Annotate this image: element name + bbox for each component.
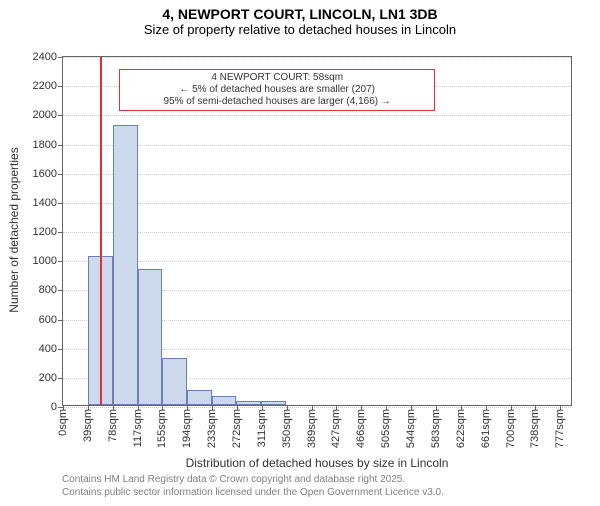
y-tick-mark bbox=[58, 349, 63, 350]
histogram-bar bbox=[187, 390, 212, 405]
x-tick-label: 661sqm bbox=[480, 409, 492, 448]
y-tick-label: 1600 bbox=[33, 168, 57, 180]
x-tick-label: 78sqm bbox=[107, 409, 119, 442]
y-tick-mark bbox=[58, 232, 63, 233]
y-tick-mark bbox=[58, 145, 63, 146]
x-tick-label: 350sqm bbox=[281, 409, 293, 448]
y-axis-label: Number of detached properties bbox=[7, 130, 21, 330]
y-tick-label: 2400 bbox=[33, 51, 57, 63]
x-tick-label: 233sqm bbox=[206, 409, 218, 448]
y-tick-mark bbox=[58, 261, 63, 262]
y-tick-mark bbox=[58, 174, 63, 175]
x-tick-label: 0sqm bbox=[57, 409, 69, 436]
y-tick-label: 1000 bbox=[33, 255, 57, 267]
x-tick-label: 39sqm bbox=[82, 409, 94, 442]
gridline bbox=[63, 57, 571, 58]
x-axis-label: Distribution of detached houses by size … bbox=[62, 456, 572, 470]
histogram-bar bbox=[138, 269, 163, 405]
histogram-bar bbox=[236, 401, 261, 405]
annotation-callout: 4 NEWPORT COURT: 58sqm← 5% of detached h… bbox=[119, 69, 435, 111]
gridline bbox=[63, 261, 571, 262]
y-tick-mark bbox=[58, 115, 63, 116]
histogram-bar bbox=[212, 396, 237, 405]
gridline bbox=[63, 174, 571, 175]
y-tick-mark bbox=[58, 320, 63, 321]
x-tick-label: 622sqm bbox=[455, 409, 467, 448]
x-tick-label: 544sqm bbox=[405, 409, 417, 448]
y-tick-label: 1400 bbox=[33, 197, 57, 209]
chart-subtitle: Size of property relative to detached ho… bbox=[0, 22, 600, 37]
footer-line-2: Contains public sector information licen… bbox=[62, 487, 444, 500]
plot-border: 0200400600800100012001400160018002000220… bbox=[62, 56, 572, 406]
histogram-bar bbox=[162, 358, 187, 405]
gridline bbox=[63, 203, 571, 204]
gridline bbox=[63, 115, 571, 116]
x-tick-label: 777sqm bbox=[554, 409, 566, 448]
x-tick-label: 155sqm bbox=[156, 409, 168, 448]
x-tick-label: 272sqm bbox=[231, 409, 243, 448]
y-tick-label: 2000 bbox=[33, 109, 57, 121]
annotation-line-2: ← 5% of detached houses are smaller (207… bbox=[124, 84, 430, 96]
histogram-bar bbox=[261, 401, 286, 405]
y-tick-label: 1800 bbox=[33, 139, 57, 151]
annotation-line-1: 4 NEWPORT COURT: 58sqm bbox=[124, 72, 430, 84]
y-tick-mark bbox=[58, 290, 63, 291]
reference-line bbox=[100, 57, 102, 405]
y-tick-mark bbox=[58, 86, 63, 87]
gridline bbox=[63, 232, 571, 233]
footer-attribution: Contains HM Land Registry data © Crown c… bbox=[62, 474, 444, 499]
plot-area: 0200400600800100012001400160018002000220… bbox=[62, 56, 572, 406]
annotation-line-3: 95% of semi-detached houses are larger (… bbox=[124, 96, 430, 108]
y-tick-label: 400 bbox=[39, 343, 57, 355]
gridline bbox=[63, 407, 571, 408]
x-tick-label: 700sqm bbox=[505, 409, 517, 448]
y-tick-label: 2200 bbox=[33, 80, 57, 92]
y-tick-label: 800 bbox=[39, 284, 57, 296]
y-tick-label: 600 bbox=[39, 314, 57, 326]
x-tick-label: 505sqm bbox=[380, 409, 392, 448]
x-tick-label: 583sqm bbox=[430, 409, 442, 448]
x-tick-label: 738sqm bbox=[529, 409, 541, 448]
x-tick-label: 466sqm bbox=[355, 409, 367, 448]
y-tick-mark bbox=[58, 203, 63, 204]
gridline bbox=[63, 145, 571, 146]
x-tick-label: 389sqm bbox=[306, 409, 318, 448]
x-tick-label: 194sqm bbox=[181, 409, 193, 448]
y-tick-label: 200 bbox=[39, 372, 57, 384]
y-tick-label: 1200 bbox=[33, 226, 57, 238]
chart-title: 4, NEWPORT COURT, LINCOLN, LN1 3DB bbox=[0, 6, 600, 22]
y-tick-mark bbox=[58, 378, 63, 379]
x-tick-label: 117sqm bbox=[132, 409, 144, 447]
histogram-bar bbox=[113, 125, 138, 405]
y-tick-mark bbox=[58, 57, 63, 58]
x-tick-label: 311sqm bbox=[256, 409, 268, 447]
footer-line-1: Contains HM Land Registry data © Crown c… bbox=[62, 474, 444, 487]
x-tick-label: 427sqm bbox=[330, 409, 342, 448]
